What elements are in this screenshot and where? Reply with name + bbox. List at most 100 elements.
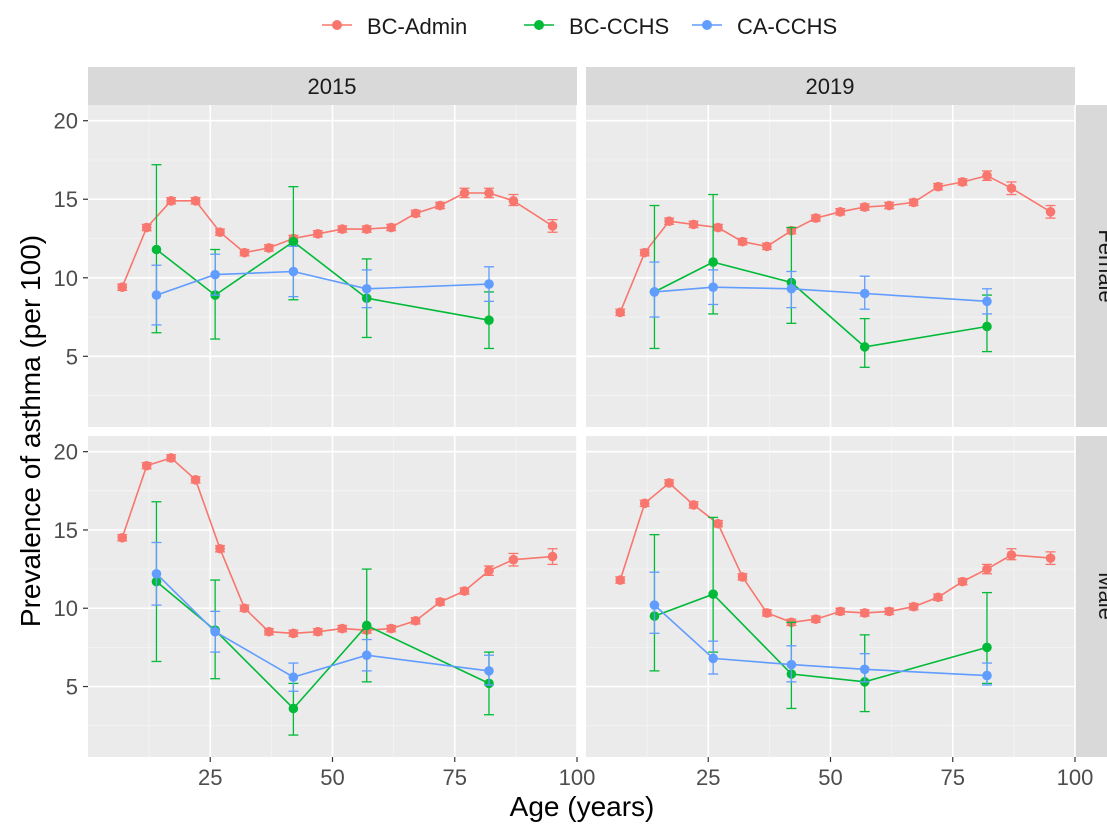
data-point-bc-admin: [957, 177, 968, 187]
legend-label-bc-admin: BC-Admin: [367, 14, 467, 39]
data-point-bc-admin: [884, 606, 894, 617]
data-point-bc-admin: [386, 222, 396, 233]
data-point-bc-cchs: [982, 321, 992, 332]
legend-key-point-ca-cchs: [702, 20, 712, 30]
data-point-ca-cchs: [859, 288, 870, 299]
data-point-bc-admin: [166, 453, 176, 463]
y-tick-label: 10: [54, 596, 78, 621]
x-tick-label: 100: [559, 765, 596, 790]
x-tick-label: 100: [1057, 765, 1094, 790]
data-point-bc-admin: [117, 282, 128, 293]
data-point-ca-cchs: [484, 666, 494, 676]
data-point-bc-cchs: [484, 315, 494, 325]
y-tick-label: 5: [66, 344, 78, 369]
data-point-bc-cchs: [151, 244, 162, 255]
y-tick-label: 20: [54, 440, 78, 465]
data-point-bc-cchs: [288, 703, 299, 714]
data-point-bc-admin: [484, 188, 494, 198]
data-point-bc-admin: [835, 606, 846, 617]
x-tick-label: 25: [696, 765, 720, 790]
data-point-bc-admin: [859, 202, 870, 212]
data-point-bc-admin: [1006, 550, 1017, 560]
data-point-bc-admin: [215, 227, 225, 238]
y-axis-title: Prevalence of asthma (per 100): [15, 235, 46, 627]
data-point-bc-admin: [664, 478, 674, 488]
strip-row-male-label: Male: [1094, 572, 1107, 620]
data-point-bc-admin: [547, 551, 558, 562]
data-point-bc-admin: [713, 518, 723, 529]
data-point-bc-admin: [190, 196, 201, 206]
strip-row-female: [1075, 105, 1107, 427]
panels: 5 10 15 20 5 10 15 20 25 50 75 100 25 50 75 100: [54, 105, 1093, 790]
data-point-bc-admin: [484, 565, 494, 576]
data-point-bc-admin: [166, 196, 176, 206]
data-point-bc-admin: [737, 572, 748, 582]
data-point-bc-admin: [215, 543, 225, 554]
x-tick-label: 50: [320, 765, 344, 790]
data-point-bc-admin: [933, 181, 943, 192]
legend-label-bc-cchs: BC-CCHS: [569, 14, 669, 39]
data-point-bc-admin: [982, 170, 992, 181]
data-point-bc-admin: [908, 197, 919, 208]
data-point-bc-admin: [435, 597, 445, 607]
y-tick-label: 10: [54, 266, 78, 291]
data-point-bc-admin: [435, 200, 445, 211]
data-point-bc-admin: [386, 623, 396, 634]
data-point-bc-admin: [1045, 207, 1056, 217]
strip-col-2015-label: 2015: [308, 74, 357, 99]
data-point-ca-cchs: [484, 279, 494, 289]
legend: BC-Admin BC-CCHS CA-CCHS: [322, 14, 837, 39]
data-point-bc-admin: [1006, 183, 1017, 194]
strip-col-2019-label: 2019: [806, 74, 855, 99]
data-point-bc-admin: [639, 498, 650, 509]
data-point-ca-cchs: [708, 282, 718, 293]
data-point-bc-admin: [508, 196, 519, 206]
data-point-ca-cchs: [361, 650, 372, 661]
data-point-bc-cchs: [708, 589, 718, 599]
data-point-ca-cchs: [361, 283, 372, 294]
data-point-bc-admin: [239, 247, 250, 258]
data-point-bc-cchs: [859, 342, 870, 352]
strip-row-female-label: Female: [1094, 229, 1107, 302]
data-point-bc-admin: [615, 575, 626, 585]
series-line-bc-admin: [121, 456, 553, 635]
strip-col-2019: [586, 67, 1075, 105]
data-point-bc-admin: [264, 243, 274, 253]
data-point-bc-admin: [190, 475, 201, 485]
y-tick-label: 15: [54, 518, 78, 543]
data-point-bc-admin: [313, 229, 323, 239]
y-tick-label: 20: [54, 109, 78, 134]
data-point-bc-admin: [884, 200, 894, 211]
data-point-bc-admin: [288, 628, 299, 639]
strip-row-male: [1075, 436, 1107, 757]
data-point-ca-cchs: [151, 290, 162, 300]
data-point-bc-admin: [639, 247, 650, 258]
panel-2019-female: [586, 105, 1076, 427]
panel-2015-male: 5 10 15 20 25 50 75 100: [54, 436, 596, 790]
data-point-bc-admin: [508, 554, 519, 565]
strip-col-2015: [88, 67, 577, 105]
data-point-bc-admin: [547, 221, 558, 231]
data-point-ca-cchs: [210, 269, 220, 280]
data-point-bc-cchs: [288, 236, 299, 247]
data-point-ca-cchs: [210, 626, 220, 637]
x-tick-label: 50: [818, 765, 842, 790]
data-point-bc-admin: [337, 224, 348, 234]
data-point-bc-admin: [762, 608, 772, 618]
data-point-ca-cchs: [151, 568, 162, 579]
data-point-bc-admin: [811, 614, 821, 625]
data-point-bc-admin: [459, 586, 470, 596]
data-point-bc-admin: [1045, 553, 1056, 563]
data-point-bc-admin: [117, 532, 128, 543]
data-point-ca-cchs: [982, 670, 992, 681]
y-tick-label: 5: [66, 675, 78, 700]
legend-key-point-bc-admin: [332, 20, 342, 30]
x-axis-title: Age (years): [510, 791, 655, 822]
data-point-bc-admin: [410, 615, 421, 626]
data-point-ca-cchs: [708, 653, 718, 664]
data-point-ca-cchs: [859, 664, 870, 675]
data-point-bc-admin: [361, 224, 372, 234]
x-tick-label: 75: [443, 765, 467, 790]
panel-2019-male: 25 50 75 100: [586, 436, 1093, 790]
data-point-bc-admin: [615, 307, 626, 318]
